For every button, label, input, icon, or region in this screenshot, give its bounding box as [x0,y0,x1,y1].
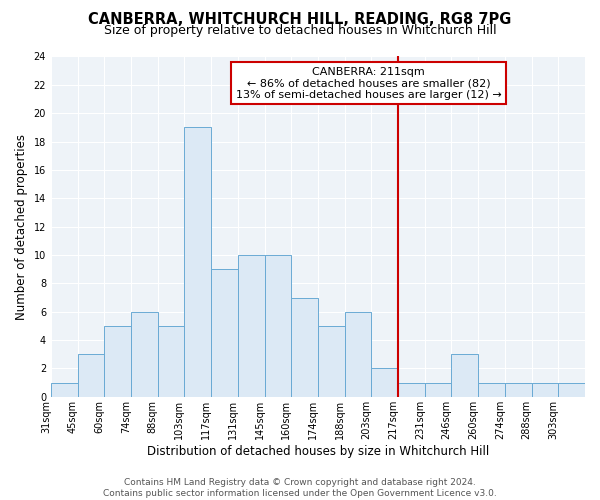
Bar [318,326,344,397]
Bar [344,312,371,397]
Y-axis label: Number of detached properties: Number of detached properties [15,134,28,320]
Bar [77,354,104,397]
Bar [398,382,425,397]
Bar [184,128,211,397]
Text: Contains HM Land Registry data © Crown copyright and database right 2024.
Contai: Contains HM Land Registry data © Crown c… [103,478,497,498]
Bar [558,382,585,397]
Text: Size of property relative to detached houses in Whitchurch Hill: Size of property relative to detached ho… [104,24,496,37]
X-axis label: Distribution of detached houses by size in Whitchurch Hill: Distribution of detached houses by size … [147,444,489,458]
Bar [478,382,505,397]
Bar [265,255,291,397]
Text: CANBERRA: 211sqm
← 86% of detached houses are smaller (82)
13% of semi-detached : CANBERRA: 211sqm ← 86% of detached house… [236,66,502,100]
Bar [51,382,77,397]
Bar [371,368,398,397]
Bar [104,326,131,397]
Bar [131,312,158,397]
Bar [238,255,265,397]
Bar [158,326,184,397]
Bar [425,382,451,397]
Bar [505,382,532,397]
Bar [291,298,318,397]
Bar [211,269,238,397]
Bar [451,354,478,397]
Text: CANBERRA, WHITCHURCH HILL, READING, RG8 7PG: CANBERRA, WHITCHURCH HILL, READING, RG8 … [88,12,512,28]
Bar [532,382,558,397]
